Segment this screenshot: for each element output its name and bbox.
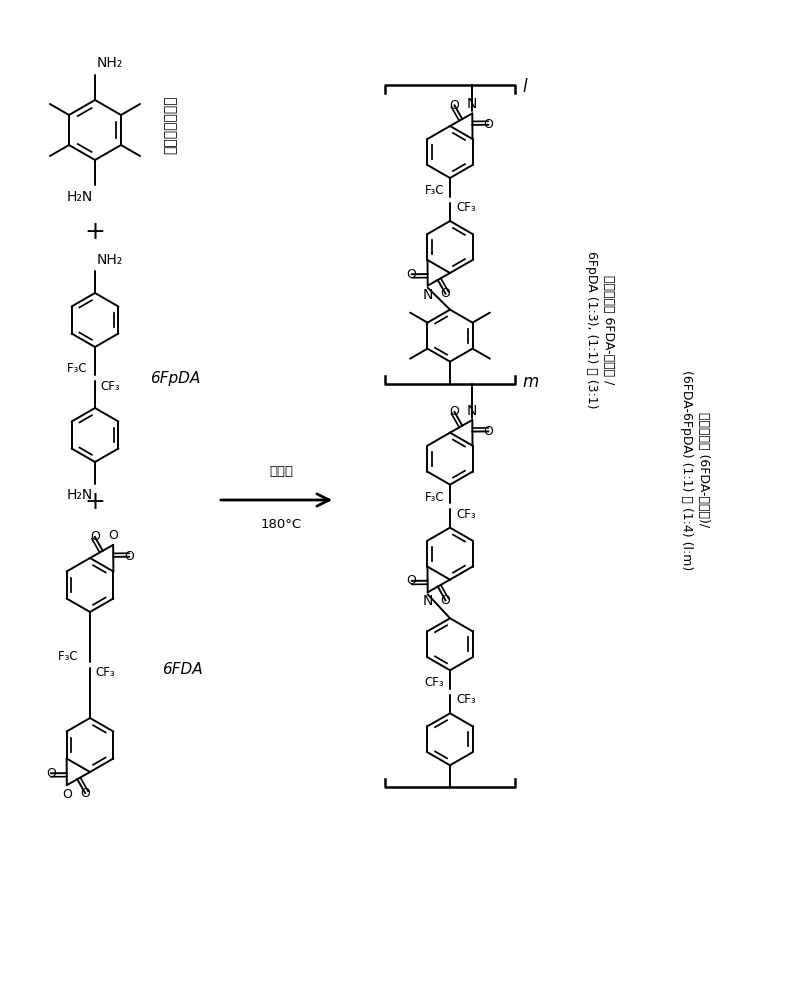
Text: 6FDA: 6FDA [162, 662, 203, 678]
Text: CF₃: CF₃ [456, 508, 476, 521]
Text: O: O [407, 574, 417, 587]
Text: CF₃: CF₃ [100, 380, 119, 393]
Text: 180°C: 180°C [261, 518, 302, 531]
Text: 间甲酔: 间甲酔 [269, 465, 294, 478]
Text: O: O [484, 118, 493, 131]
Text: O: O [450, 405, 459, 418]
Text: O: O [450, 99, 459, 112]
Text: O: O [90, 530, 100, 543]
Text: O: O [124, 550, 134, 563]
Text: 四甲基对苯二胺: 四甲基对苯二胺 [163, 96, 177, 154]
Text: F₃C: F₃C [425, 184, 444, 197]
Text: +: + [85, 490, 105, 514]
Text: 6FpDA: 6FpDA [150, 370, 200, 385]
Text: O: O [62, 788, 71, 801]
Text: O: O [440, 594, 451, 607]
Text: N: N [422, 594, 433, 608]
Text: m: m [522, 373, 539, 391]
Text: N: N [467, 404, 477, 418]
Text: N: N [467, 97, 477, 111]
Text: F₃C: F₃C [67, 362, 90, 375]
Text: 无规共聚物 6FDA-四甲基 /
6FpDA (1:3), (1:1) 或 (3:1): 无规共聚物 6FDA-四甲基 / 6FpDA (1:3), (1:1) 或 (3… [585, 251, 615, 409]
Text: NH₂: NH₂ [97, 253, 123, 267]
Text: O: O [46, 767, 56, 780]
Text: 测段共聚物 (6FDA-四甲基)/
(6FDA-6FpDA) (1:1) 或 (1:4) (l:m): 测段共聚物 (6FDA-四甲基)/ (6FDA-6FpDA) (1:1) 或 (… [680, 370, 710, 570]
Text: O: O [407, 268, 417, 281]
Text: O: O [484, 425, 493, 438]
Text: O: O [108, 529, 118, 542]
Text: O: O [440, 287, 451, 300]
Text: N: N [422, 288, 433, 302]
Text: H₂N: H₂N [67, 488, 93, 502]
Text: l: l [522, 78, 527, 96]
Text: F₃C: F₃C [425, 491, 444, 504]
Text: CF₃: CF₃ [95, 666, 115, 680]
Text: H₂N: H₂N [67, 190, 93, 204]
Text: CF₃: CF₃ [425, 676, 444, 689]
Text: O: O [80, 787, 90, 800]
Text: CF₃: CF₃ [456, 201, 476, 214]
Text: +: + [85, 220, 105, 244]
Text: CF₃: CF₃ [456, 693, 476, 706]
Text: NH₂: NH₂ [97, 56, 123, 70]
Text: F₃C: F₃C [58, 650, 85, 662]
